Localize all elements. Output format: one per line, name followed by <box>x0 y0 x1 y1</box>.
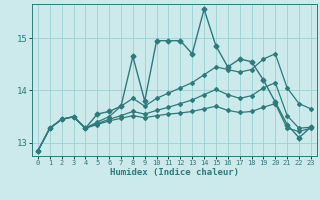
X-axis label: Humidex (Indice chaleur): Humidex (Indice chaleur) <box>110 168 239 177</box>
